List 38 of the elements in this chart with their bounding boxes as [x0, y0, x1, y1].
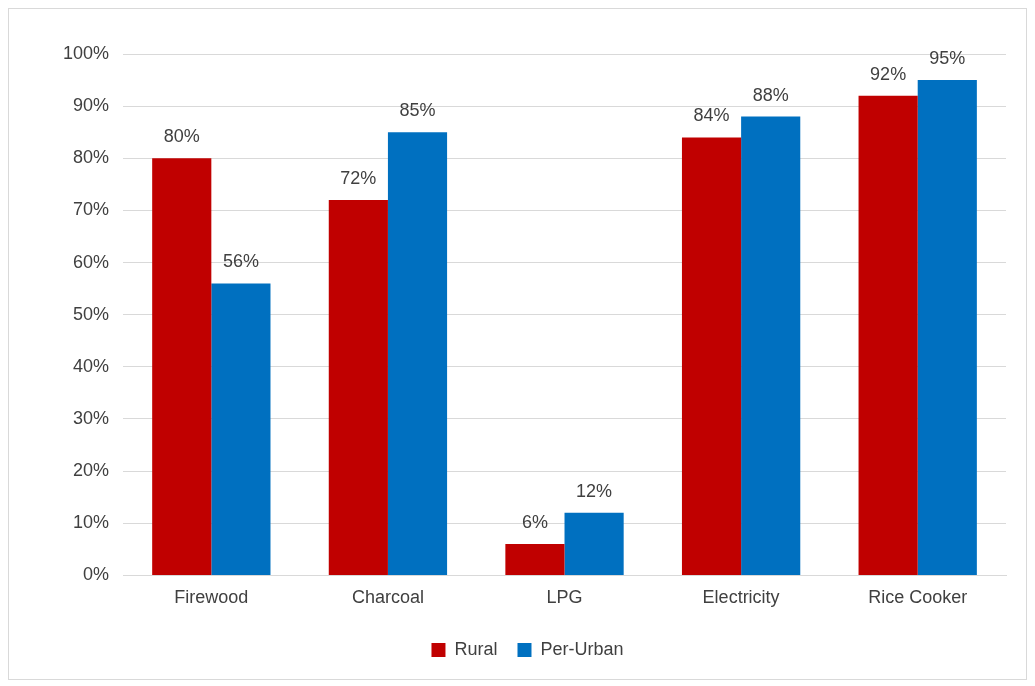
legend-label: Per-Urban — [540, 638, 624, 659]
x-tick-label: LPG — [546, 587, 583, 608]
y-tick-label: 20% — [73, 460, 110, 481]
x-tick-label: Firewood — [174, 587, 249, 608]
data-label: 95% — [929, 48, 966, 69]
bar — [387, 132, 448, 575]
bar — [917, 80, 977, 575]
x-tick-label: Rice Cooker — [868, 587, 968, 608]
bar — [152, 158, 212, 575]
data-label: 92% — [870, 63, 907, 84]
data-label: 12% — [576, 480, 613, 501]
bar — [505, 544, 565, 575]
y-tick-label: 80% — [73, 147, 110, 168]
x-tick-label: Electricity — [702, 587, 780, 608]
bar — [858, 95, 918, 575]
y-tick-label: 10% — [73, 512, 110, 533]
y-tick-label: 50% — [73, 303, 110, 324]
bar — [211, 283, 271, 575]
legend-label: Rural — [454, 638, 498, 659]
data-label: 72% — [340, 167, 377, 188]
bar — [741, 116, 801, 575]
bar — [681, 137, 742, 575]
y-tick-label: 70% — [73, 199, 110, 220]
data-label: 56% — [222, 251, 259, 272]
y-tick-label: 30% — [73, 407, 110, 428]
data-label: 80% — [163, 126, 200, 147]
y-tick-label: 40% — [73, 355, 110, 376]
bar — [564, 512, 624, 575]
data-label: 6% — [521, 512, 548, 533]
data-label: 84% — [693, 105, 730, 126]
y-tick-label: 90% — [73, 95, 110, 116]
x-tick-label: Charcoal — [351, 587, 424, 608]
data-label: 85% — [399, 100, 436, 121]
y-tick-label: 0% — [83, 564, 110, 585]
y-tick-label: 60% — [73, 251, 110, 272]
data-label: 88% — [752, 84, 789, 105]
y-tick-label: 100% — [62, 42, 110, 63]
bar — [328, 199, 388, 575]
